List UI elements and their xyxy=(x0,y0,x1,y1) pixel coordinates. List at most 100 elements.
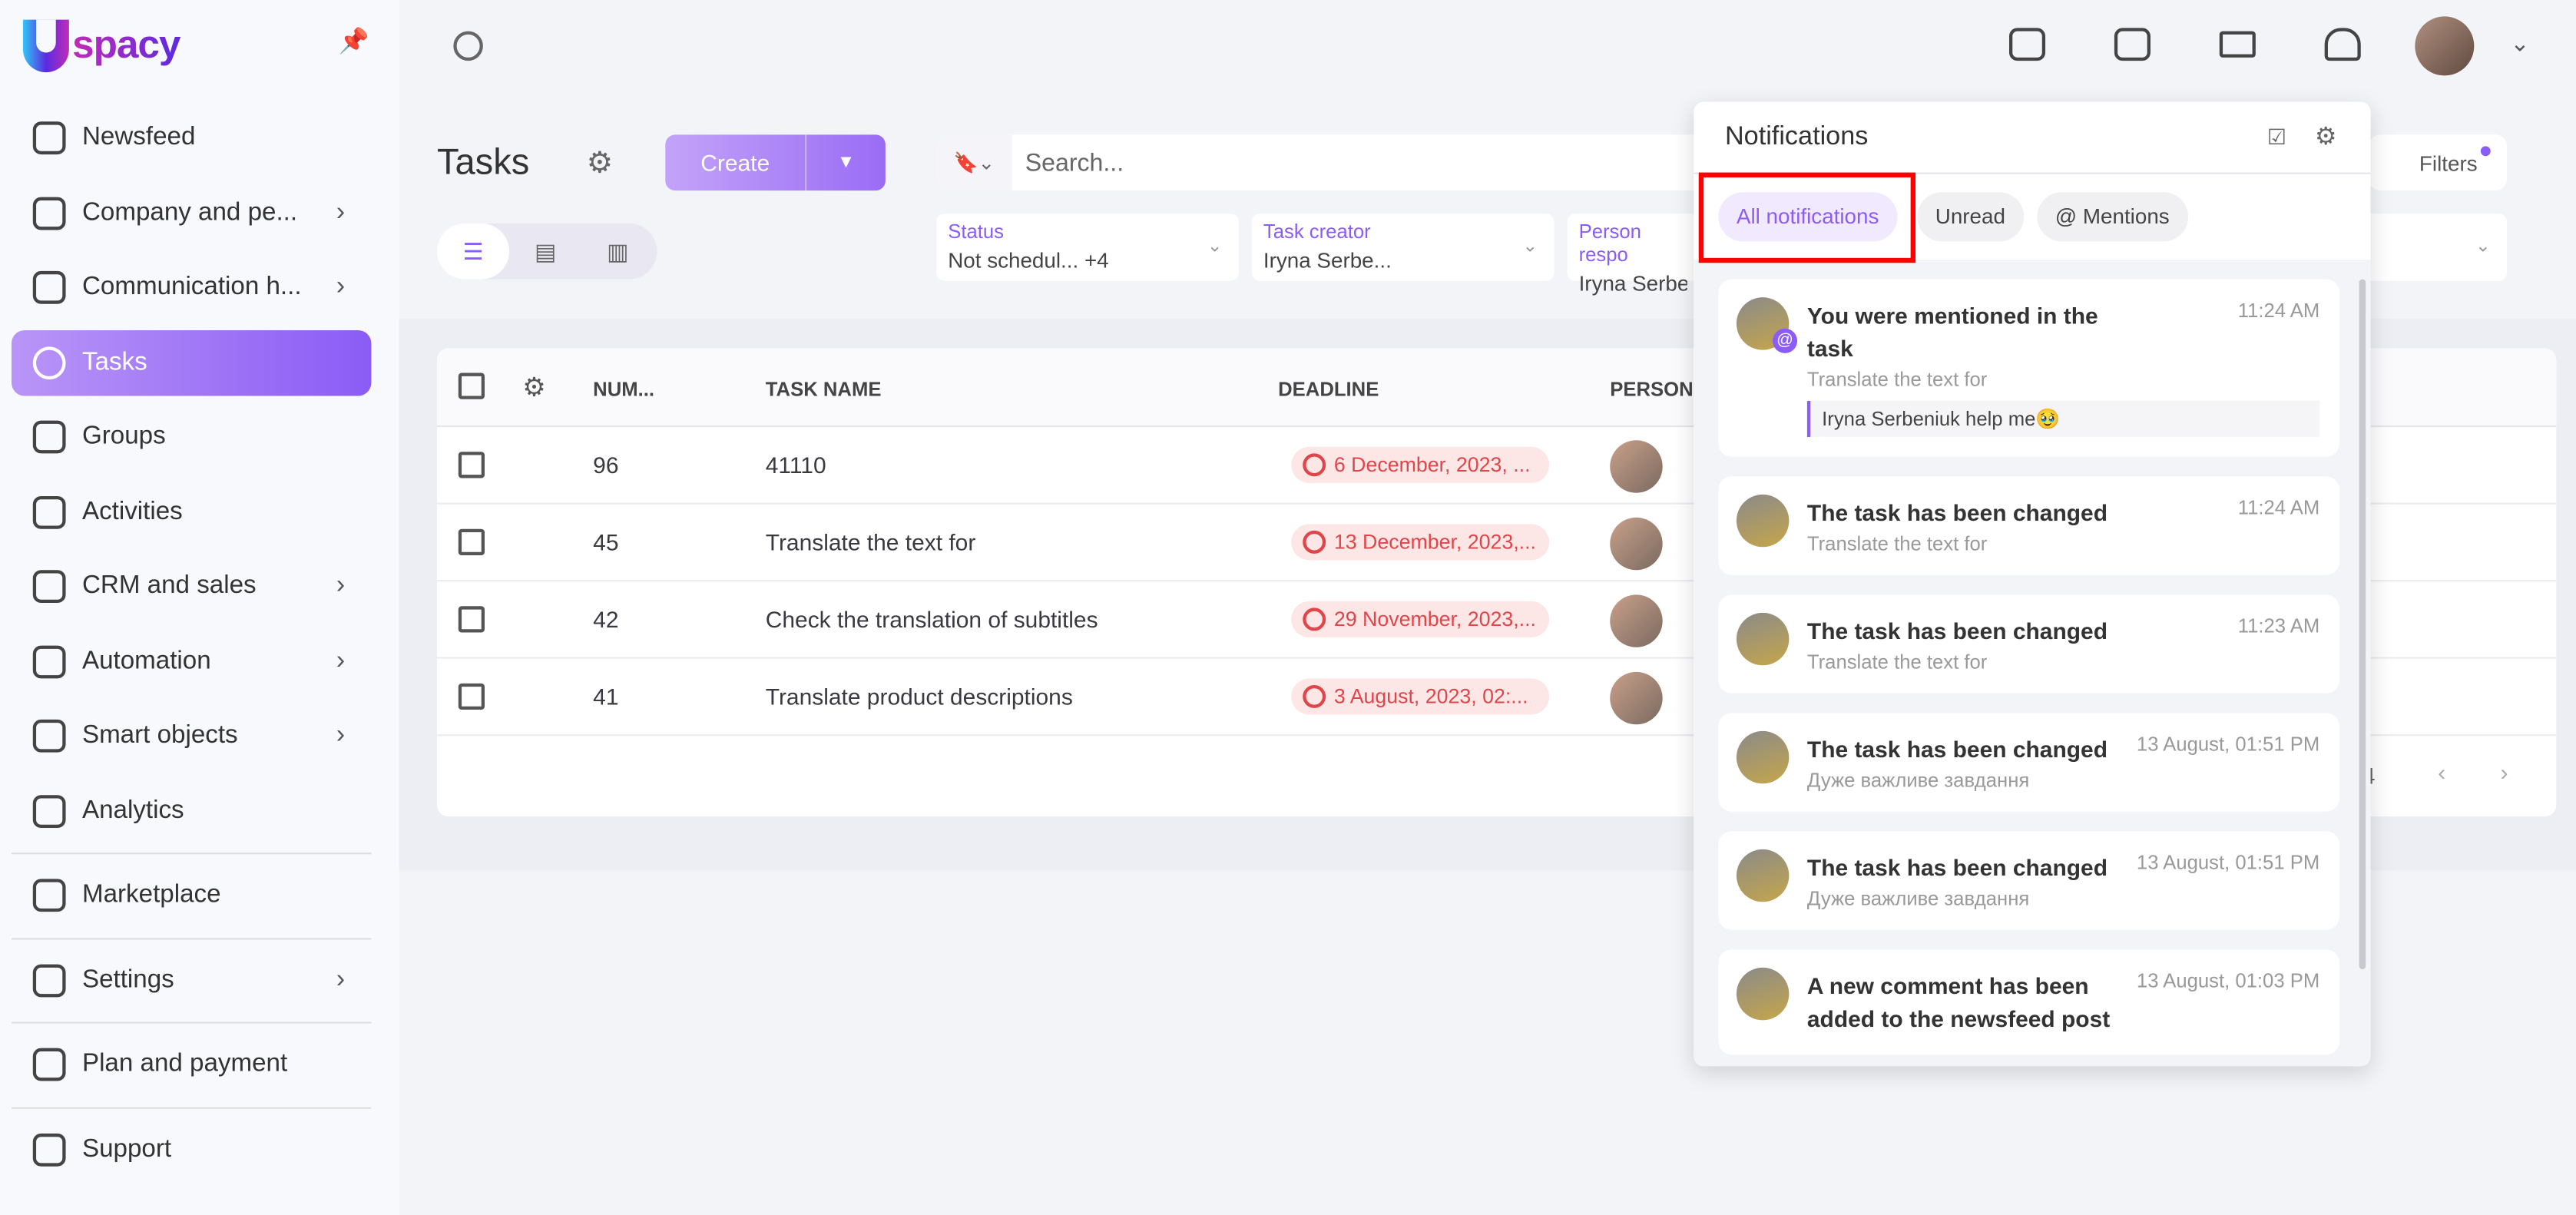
sidebar-item-groups[interactable]: Groups xyxy=(12,404,371,470)
sidebar-item-smart-objects[interactable]: Smart objects › xyxy=(12,703,371,769)
messages-icon[interactable] xyxy=(2114,28,2151,61)
chevron-right-icon: › xyxy=(336,571,346,600)
gear-icon xyxy=(32,963,66,997)
search-bar[interactable]: 🔖⌄ Search... xyxy=(936,134,1791,191)
top-bar: ⌄ xyxy=(399,0,2576,98)
user-avatar[interactable] xyxy=(2415,16,2475,76)
building-icon xyxy=(32,196,66,230)
row-checkbox[interactable] xyxy=(458,528,485,555)
home-icon xyxy=(32,121,66,155)
check-circle-icon xyxy=(32,346,66,379)
filter-0[interactable]: Status Not schedul... +4 ⌄ xyxy=(936,214,1239,281)
column-person[interactable]: PERSON I xyxy=(1610,377,1704,401)
rows-view-icon[interactable]: ▤ xyxy=(534,237,557,264)
tab-unread[interactable]: Unread xyxy=(1917,192,2024,242)
pin-icon[interactable]: 📌 xyxy=(338,28,369,56)
chevron-right-icon: › xyxy=(336,721,346,750)
gear-icon[interactable]: ⚙ xyxy=(2314,123,2337,151)
chevron-right-icon: › xyxy=(336,273,346,301)
task-name-link[interactable]: Check the translation of subtitles xyxy=(765,606,1098,633)
wallet-icon xyxy=(32,1048,66,1081)
mark-all-read-icon[interactable]: ☑ xyxy=(2266,124,2286,150)
notification-item[interactable]: The task has been changed 11:24 AM Transla… xyxy=(1718,476,2339,575)
column-deadline[interactable]: DEADLINE xyxy=(1278,377,1379,401)
sidebar-item-analytics[interactable]: Analytics xyxy=(12,778,371,844)
bell-icon[interactable] xyxy=(2324,28,2361,61)
sidebar-item-newsfeed[interactable]: Newsfeed xyxy=(12,105,371,171)
tab-mentions[interactable]: @ Mentions xyxy=(2037,192,2188,242)
search-input[interactable]: Search... xyxy=(1025,148,1124,177)
sidebar-item-marketplace[interactable]: Marketplace xyxy=(12,862,371,929)
page-title: Tasks xyxy=(436,141,530,183)
notification-item[interactable]: The task has been changed 11:23 AM Transla… xyxy=(1718,594,2339,694)
select-all-checkbox[interactable] xyxy=(458,372,485,399)
tab-all-notifications[interactable]: All notifications xyxy=(1718,192,1897,242)
avatar xyxy=(1736,730,1790,784)
notification-item[interactable]: The task has been changed 13 August, 01:5… xyxy=(1718,713,2339,812)
sidebar-item-activities[interactable]: Activities xyxy=(12,479,371,545)
chevron-right-icon: › xyxy=(336,646,346,675)
search-icon[interactable] xyxy=(453,31,483,61)
next-page-icon[interactable]: › xyxy=(2500,759,2508,786)
at-icon: @ xyxy=(2055,204,2083,229)
avatar xyxy=(1736,612,1790,666)
task-name-link[interactable]: Translate product descriptions xyxy=(765,683,1073,710)
mail-icon[interactable] xyxy=(2219,31,2256,58)
avatar xyxy=(1610,440,1663,493)
highlight-box xyxy=(1698,172,1916,263)
kanban-view-icon[interactable]: ▥ xyxy=(607,237,629,264)
deadline-badge: 13 December, 2023,... xyxy=(1291,524,1550,561)
chat-icon[interactable] xyxy=(2008,28,2046,61)
chevron-down-icon[interactable]: ⌄ xyxy=(2510,29,2530,56)
sidebar-item-settings[interactable]: Settings › xyxy=(12,947,371,1013)
filter-active-dot xyxy=(2480,146,2491,157)
prev-page-icon[interactable]: ‹ xyxy=(2438,759,2446,786)
avatar xyxy=(1736,967,1790,1021)
create-button[interactable]: Create ▼ xyxy=(665,134,886,191)
deadline-badge: 3 August, 2023, 02:... xyxy=(1291,678,1550,715)
chevron-right-icon: › xyxy=(336,197,346,227)
sidebar-item-communication-h-[interactable]: Communication h... › xyxy=(12,255,371,321)
column-settings-icon[interactable]: ⚙ xyxy=(522,374,546,403)
gear-icon[interactable]: ⚙ xyxy=(586,146,614,180)
scrollbar[interactable] xyxy=(2359,279,2366,970)
help-icon xyxy=(32,1132,66,1166)
avatar xyxy=(1610,594,1663,647)
table-row[interactable]: 45 Translate the text for 13 December, 202… xyxy=(436,505,2557,582)
chevron-right-icon: › xyxy=(336,965,346,994)
users-icon xyxy=(32,420,66,454)
row-checkbox[interactable] xyxy=(458,452,485,478)
store-icon xyxy=(32,879,66,912)
task-name-link[interactable]: Translate the text for xyxy=(765,528,976,555)
sidebar-item-tasks[interactable]: Tasks xyxy=(11,329,372,396)
create-dropdown-icon[interactable]: ▼ xyxy=(805,134,886,191)
table-row[interactable]: 96 41110 6 December, 2023, ... xyxy=(436,427,2557,505)
notifications-panel: Notifications ☑ ⚙ All notifications Unre… xyxy=(1694,101,2371,1067)
filters-button[interactable]: Filters xyxy=(2369,134,2508,191)
bookmark-icon[interactable]: 🔖⌄ xyxy=(936,134,1012,191)
sidebar-item-company-and-pe-[interactable]: Company and pe... › xyxy=(12,180,371,246)
notification-item[interactable]: A new comment has been added to the news… xyxy=(1718,949,2339,1055)
logo[interactable]: spacy xyxy=(22,19,180,73)
column-num[interactable]: NUM... xyxy=(593,377,655,401)
notification-item[interactable]: The task has been changed 13 August, 01:5… xyxy=(1718,831,2339,930)
sidebar-item-plan[interactable]: Plan and payment xyxy=(12,1031,371,1097)
table-row[interactable]: 41 Translate product descriptions 3 August… xyxy=(436,659,2557,737)
filter-1[interactable]: Task creator Iryna Serbe... ⌄ xyxy=(1251,214,1555,281)
notification-item[interactable]: @ You were mentioned in the task 11:24 AM T… xyxy=(1718,279,2339,457)
list-view-icon[interactable]: ☰ xyxy=(436,223,510,280)
table-row[interactable]: 42 Check the translation of subtitles 29 N… xyxy=(436,581,2557,659)
sidebar-item-support[interactable]: Support xyxy=(12,1116,371,1182)
column-task-name[interactable]: TASK NAME xyxy=(765,377,882,401)
sidebar-item-crm-and-sales[interactable]: CRM and sales › xyxy=(12,554,371,620)
row-checkbox[interactable] xyxy=(458,683,485,710)
task-name-link[interactable]: 41110 xyxy=(765,452,826,478)
chevron-down-icon: ⌄ xyxy=(1522,237,1538,257)
sidebar-item-automation[interactable]: Automation › xyxy=(12,628,371,694)
row-checkbox[interactable] xyxy=(458,606,485,633)
avatar xyxy=(1736,494,1790,548)
mention-icon: @ xyxy=(1772,328,1798,353)
lightning-icon xyxy=(32,644,66,678)
database-icon xyxy=(32,570,66,604)
